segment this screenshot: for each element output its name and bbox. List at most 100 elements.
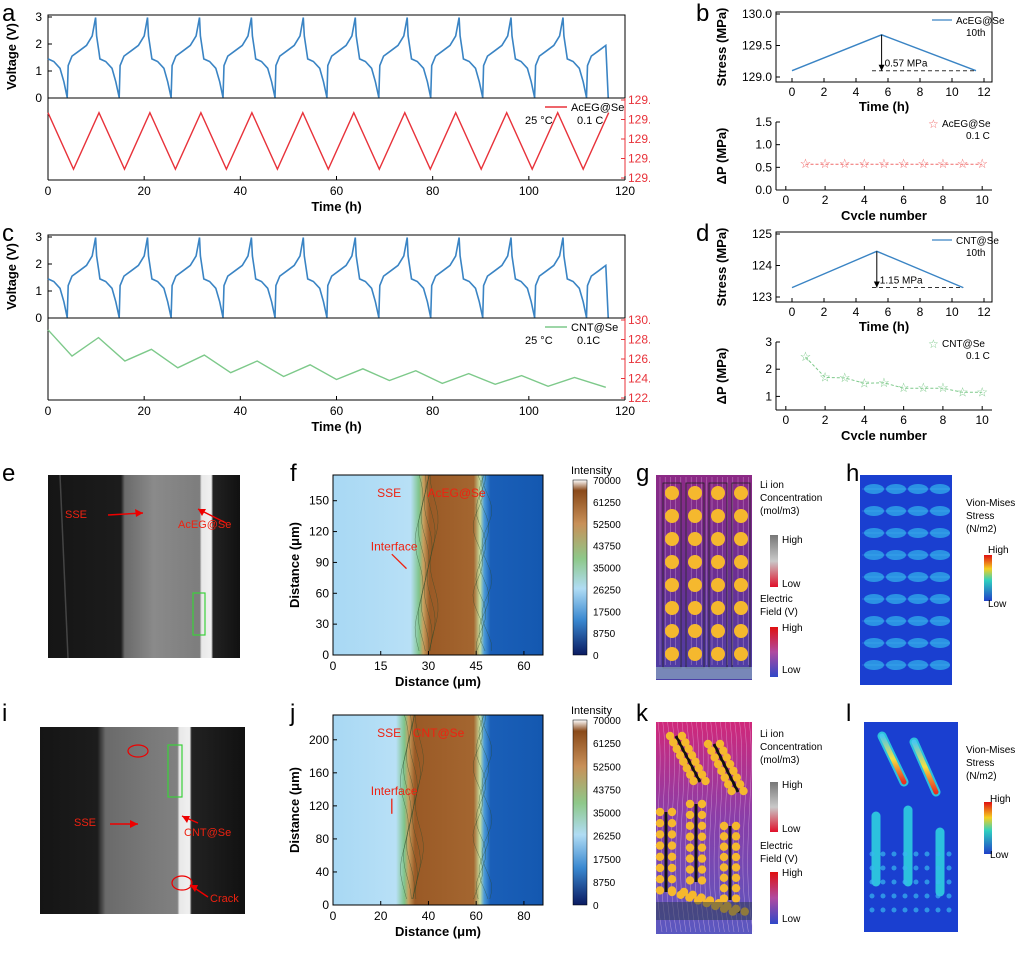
heatmap-ytick-label: 0 — [322, 898, 329, 912]
li-particle — [711, 509, 725, 523]
li-particle — [711, 578, 725, 592]
li-particle — [665, 731, 675, 741]
heatmap-contour — [429, 474, 439, 652]
stress-dot — [913, 865, 919, 871]
li-particle — [697, 821, 707, 831]
li-particle — [665, 509, 679, 523]
li-particle — [655, 886, 665, 895]
li-particle — [685, 810, 695, 820]
panel-label-g: g — [636, 460, 650, 487]
li-particle — [682, 764, 691, 773]
li-particle — [711, 555, 725, 569]
li-particle — [734, 647, 748, 661]
bottom-xtick-label: 0 — [782, 193, 789, 207]
li-particle — [711, 486, 725, 500]
bottom-star-point: ☆ — [800, 156, 812, 171]
simulation-h-high: High — [988, 545, 1009, 556]
top-legend-cycle: 10th — [966, 28, 985, 39]
bottom-star-point: ☆ — [859, 156, 871, 171]
li-particle — [697, 810, 707, 820]
li-particle — [655, 830, 665, 839]
time-xtick-label: 40 — [234, 184, 248, 198]
time-xlabel: Time (h) — [311, 199, 361, 214]
stress-dot — [935, 907, 941, 913]
colorbar-tick-label: 52500 — [593, 520, 621, 531]
li-particle — [688, 647, 702, 661]
panel-label-a: a — [2, 0, 16, 27]
legend-series-name: CNT@Se — [571, 322, 618, 334]
li-particle — [735, 780, 745, 789]
stress-dot — [880, 907, 886, 913]
chart-b: 129.0 129.5 130.0 0 2 4 6 8 10 12 Time (h) Stress (… — [714, 7, 1005, 220]
li-particle — [701, 776, 710, 786]
colorbar-tick-label: 61250 — [593, 739, 621, 750]
bottom-star-point: ☆ — [800, 349, 812, 364]
colorbar-tick-label: 52500 — [593, 762, 621, 773]
stress-dot — [869, 851, 875, 857]
li-particle — [675, 751, 685, 760]
stress-ytick-label: 126.0 — [628, 352, 650, 366]
li-particle — [685, 876, 695, 885]
bottom-xtick-label: 4 — [861, 413, 868, 427]
top-xtick-label: 6 — [885, 85, 892, 99]
heatmap-contour — [415, 714, 424, 900]
top-xtick-label: 4 — [853, 85, 860, 99]
voltage-ytick-label: 2 — [35, 37, 42, 51]
li-particle — [685, 865, 695, 874]
li-particle — [665, 486, 679, 500]
simulation-g-li-low: Low — [782, 579, 801, 590]
li-particle — [688, 555, 702, 569]
top-xtick-label: 4 — [853, 305, 860, 319]
heatmap-annotation-interface: Interface — [371, 540, 418, 554]
heatmap-xtick-label: 60 — [517, 659, 531, 673]
heatmap-xtick-label: 30 — [422, 659, 436, 673]
colorbar-tick-label: 35000 — [593, 564, 621, 575]
top-xtick-label: 10 — [945, 85, 959, 99]
time-xlabel: Time (h) — [311, 419, 361, 434]
panel-label-b: b — [696, 0, 710, 27]
stress-dot — [946, 893, 952, 899]
colorbar-tick-label: 26250 — [593, 585, 621, 596]
li-particle — [697, 865, 707, 874]
li-particle — [719, 832, 729, 841]
stress-dot — [924, 907, 930, 913]
colorbar-tick-label: 35000 — [593, 809, 621, 820]
li-particle — [731, 883, 741, 893]
bottom-legend-name: AcEG@Se — [942, 119, 991, 130]
top-series-line — [791, 250, 964, 289]
li-particle — [731, 821, 741, 831]
bottom-ylabel: ΔP (MPa) — [714, 128, 729, 185]
li-particle — [725, 759, 735, 769]
heatmap-xtick-label: 40 — [422, 909, 436, 923]
stress-ytick-label: 129.4 — [628, 132, 650, 146]
colorbar — [572, 719, 588, 906]
particle-chain-core — [674, 735, 702, 783]
stress-dot — [869, 879, 875, 885]
time-xtick-label: 20 — [137, 184, 151, 198]
voltage-ytick-label: 0 — [35, 91, 42, 105]
voltage-ylabel: Voltage (V) — [4, 23, 19, 90]
li-particle — [665, 532, 679, 546]
li-particle — [679, 757, 688, 766]
li-particle — [723, 780, 733, 789]
micrograph-e-bg — [48, 475, 240, 658]
electrode-bar — [656, 902, 752, 920]
bottom-star-point: ☆ — [898, 156, 910, 171]
legend-rate: 0.1C — [577, 335, 600, 347]
li-particle — [734, 532, 748, 546]
top-frame — [775, 11, 993, 83]
stress-dot — [924, 865, 930, 871]
bottom-ylabel: ΔP (MPa) — [714, 348, 729, 405]
heatmap-xtick-label: 15 — [374, 659, 388, 673]
bottom-xtick-label: 2 — [822, 413, 829, 427]
bottom-ytick-label: 1.5 — [755, 115, 772, 129]
heatmap-frame — [332, 474, 544, 656]
legend-rate: 0.1 C — [577, 115, 603, 127]
colorbar-title: Intensity — [571, 705, 612, 717]
stress-series-line — [47, 329, 607, 388]
stress-dot — [891, 865, 897, 871]
time-xtick-label: 60 — [330, 404, 344, 418]
bottom-xtick-label: 8 — [940, 193, 947, 207]
delta-annotation: 0.57 MPa — [885, 59, 928, 70]
li-particle — [731, 852, 741, 862]
